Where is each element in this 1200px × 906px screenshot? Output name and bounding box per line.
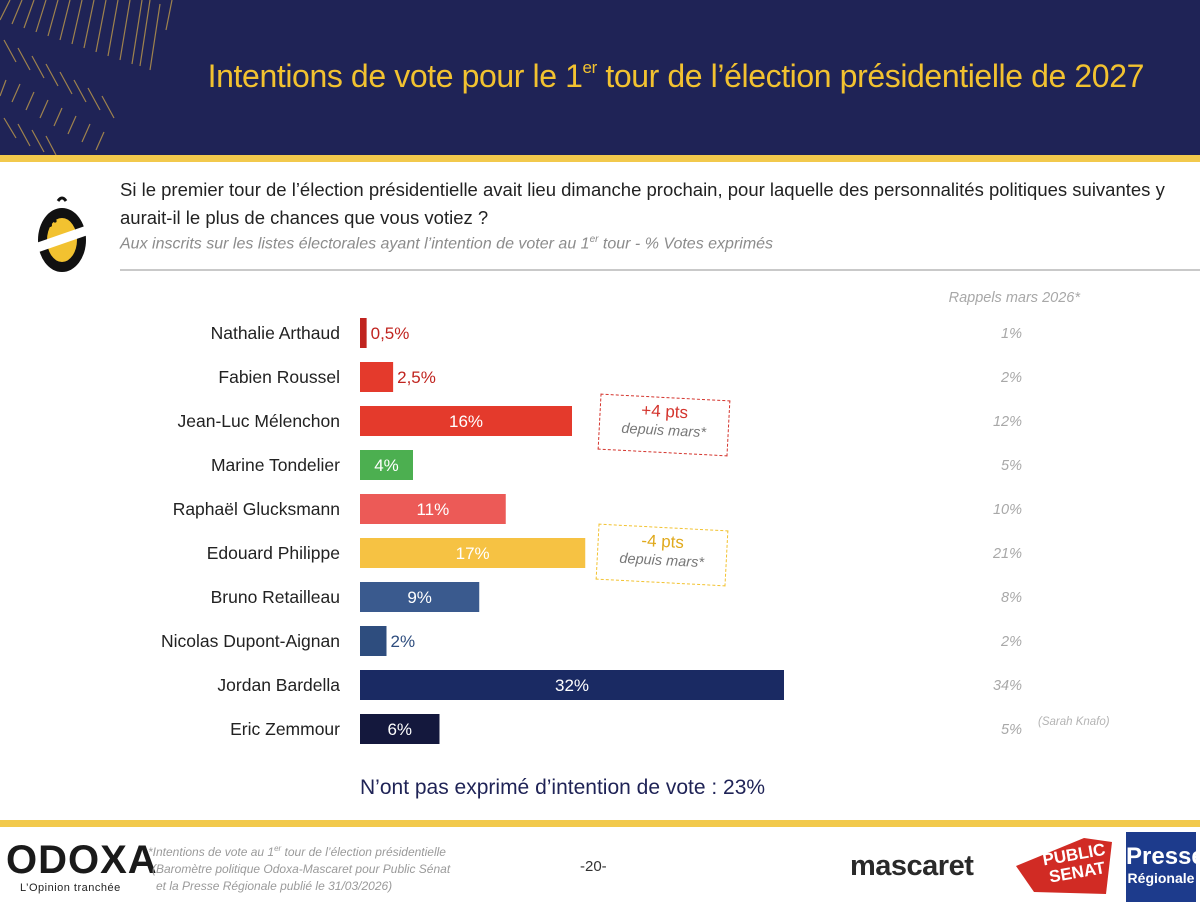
candidate-label: Nathalie Arthaud: [211, 323, 340, 343]
public-senat-shape-icon: [1016, 838, 1112, 894]
vote-value-label: 2,5%: [397, 368, 436, 387]
vote-value-label: 17%: [456, 544, 490, 563]
odoxa-tagline: L’Opinion tranchée: [20, 882, 121, 894]
header-pattern: [0, 0, 173, 155]
candidate-label: Raphaël Glucksmann: [173, 499, 340, 519]
vote-value-label: 4%: [374, 456, 399, 475]
sample-description: Aux inscrits sur les listes électorales …: [120, 234, 774, 253]
abstention-note: N’ont pas exprimé d’intention de vote : …: [360, 776, 766, 799]
vote-value-label: 32%: [555, 676, 589, 695]
vote-bar: [360, 406, 572, 436]
vote-value-label: 0,5%: [371, 324, 410, 343]
vote-value-label: 6%: [387, 720, 412, 739]
recall-footnote-zemmour: (Sarah Knafo): [1038, 716, 1110, 728]
candidate-label: Marine Tondelier: [211, 455, 340, 475]
vote-bar: [360, 450, 413, 480]
footer-divider: [0, 820, 1200, 827]
recall-value: 12%: [993, 414, 1022, 430]
odoxa-logo: ODOXA: [6, 838, 158, 882]
recall-value: 10%: [993, 502, 1022, 518]
page-title: Intentions de vote pour le 1er tour de l…: [207, 58, 1145, 94]
philippe-change-note: -4 pts depuis mars*: [595, 523, 729, 587]
header-band: Intentions de vote pour le 1er tour de l…: [0, 0, 1200, 155]
public-senat-logo: PUBLIC SENAT: [1014, 836, 1114, 896]
header-divider: [0, 155, 1200, 162]
vote-value-label: 11%: [416, 500, 449, 519]
vote-value-label: 9%: [407, 588, 432, 607]
recall-value: 1%: [1001, 326, 1022, 342]
recall-value: 5%: [1001, 458, 1022, 474]
vote-bar: [360, 538, 586, 568]
survey-question: Si le premier tour de l’élection préside…: [120, 179, 1165, 228]
candidate-label: Eric Zemmour: [230, 719, 340, 739]
recall-value: 8%: [1001, 590, 1022, 606]
recall-header: Rappels mars 2026*: [948, 290, 1080, 306]
vote-bar: [360, 318, 367, 348]
vote-value-label: 16%: [449, 412, 483, 431]
source-footnote: *Intentions de vote au 1er tour de l’éle…: [148, 844, 451, 893]
vote-bar: [360, 582, 480, 612]
vote-bar: [360, 714, 440, 744]
melenchon-change-note: +4 pts depuis mars*: [597, 393, 731, 457]
recall-value: 21%: [992, 546, 1022, 562]
odoxa-mark-icon: [36, 196, 88, 272]
question-divider: [120, 269, 1200, 271]
candidate-label: Edouard Philippe: [207, 543, 340, 563]
recall-value: 34%: [993, 678, 1022, 694]
candidate-label: Nicolas Dupont-Aignan: [161, 631, 340, 651]
candidate-label: Fabien Roussel: [218, 367, 340, 387]
vote-bar: [360, 626, 387, 656]
candidate-label: Bruno Retailleau: [211, 587, 340, 607]
candidate-label: Jordan Bardella: [217, 675, 340, 695]
page-number: -20-: [580, 858, 607, 875]
recall-value: 2%: [1000, 634, 1022, 650]
recall-value: 5%: [1001, 722, 1022, 738]
vote-bar: [360, 494, 506, 524]
vote-bar: [360, 670, 784, 700]
mascaret-logo: mascaret: [850, 850, 974, 882]
presse-regionale-logo: Presse Régionale: [1126, 832, 1196, 902]
recall-value: 2%: [1000, 370, 1022, 386]
vote-bar: [360, 362, 394, 392]
candidate-label: Jean-Luc Mélenchon: [178, 411, 340, 431]
vote-value-label: 2%: [391, 632, 416, 651]
